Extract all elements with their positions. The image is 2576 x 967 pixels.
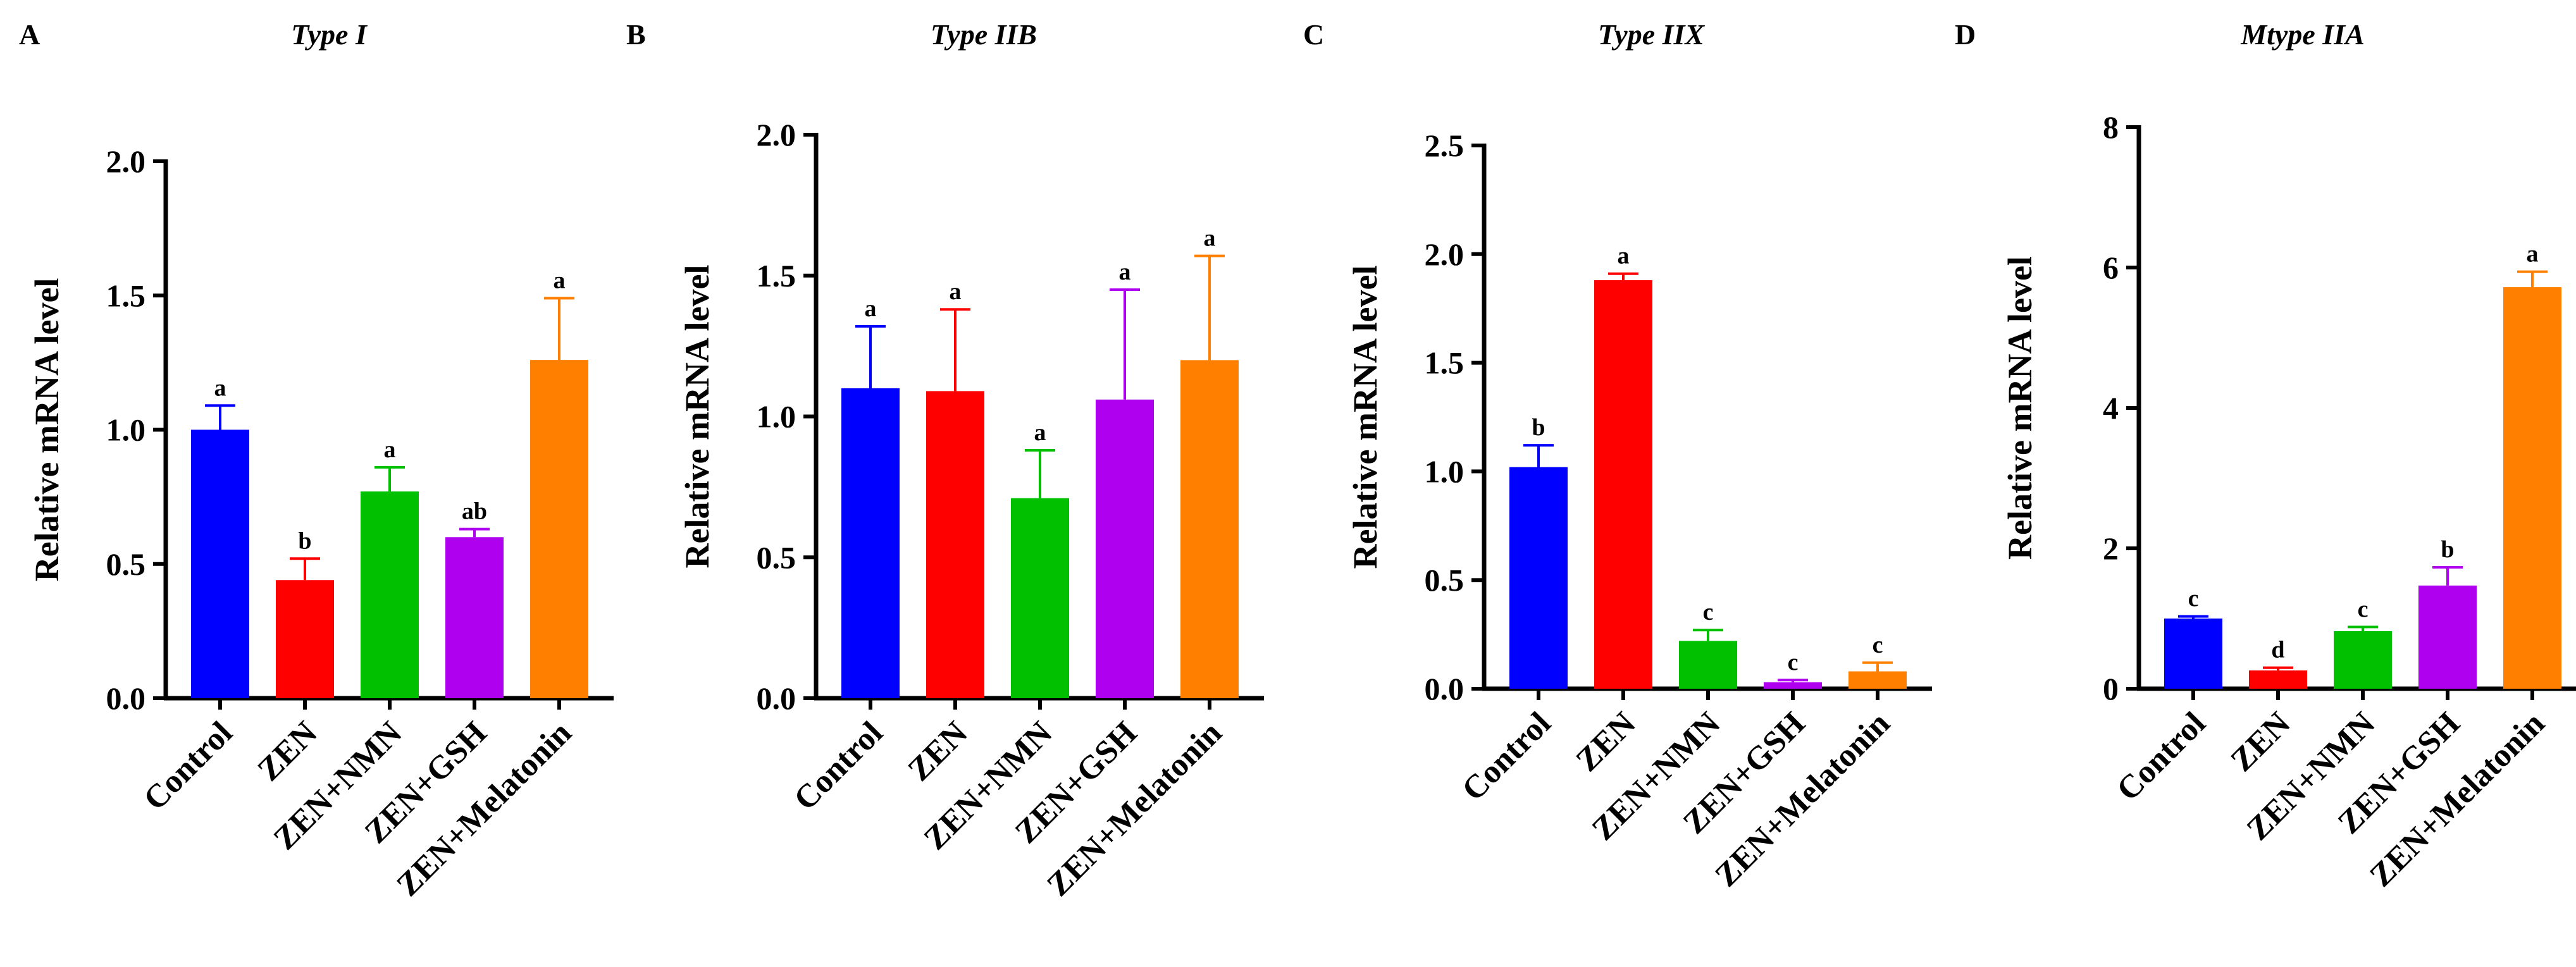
y-tick-label: 1.5: [757, 258, 796, 293]
panel-d: D Mtype IIA Relative mRNA level 0 2 4 6 8 c Contr…: [1955, 18, 2576, 894]
y-tick-label: 6: [2103, 250, 2119, 285]
category-label: Control: [1455, 705, 1557, 808]
category-label: ZEN: [901, 715, 975, 788]
y-tick-label: 1.0: [757, 399, 796, 434]
significance-label: a: [1119, 259, 1131, 285]
panel-title: Type I: [291, 18, 368, 51]
bar-zen: [1594, 280, 1652, 689]
significance-label: a: [384, 436, 396, 463]
y-axis-label: Relative mRNA level: [678, 265, 716, 569]
y-tick-label: 0.5: [1425, 562, 1464, 598]
category-label: ZEN: [251, 715, 325, 788]
y-tick-label: 2.0: [106, 144, 146, 179]
category-label: Control: [787, 715, 889, 817]
significance-label: a: [214, 374, 226, 401]
bar-control: [841, 388, 900, 698]
y-tick-label: 8: [2103, 109, 2119, 145]
y-tick-label: 1.0: [1425, 453, 1464, 489]
y-tick-label: 0.0: [1425, 671, 1464, 706]
y-tick-label: 0.5: [757, 539, 796, 575]
y-tick-label: 2.5: [1425, 128, 1464, 163]
y-tick-label: 1.5: [106, 278, 146, 313]
bar-zen: [926, 391, 984, 698]
bar-control: [191, 429, 249, 698]
bar-zen: [2249, 670, 2307, 689]
panel-letter: A: [19, 18, 40, 51]
bar-zen: [276, 580, 334, 698]
significance-label: a: [1204, 225, 1216, 252]
y-axis-label: Relative mRNA level: [28, 278, 66, 582]
significance-label: b: [298, 527, 311, 554]
panel-title: Mtype IIA: [2240, 18, 2365, 51]
panel-letter: B: [626, 18, 646, 51]
category-label: ZEN: [2224, 705, 2298, 779]
significance-label: a: [865, 295, 877, 322]
significance-label: a: [1618, 243, 1630, 269]
bar-zen-nmn: [1679, 641, 1737, 689]
panel-letter: C: [1303, 18, 1324, 51]
bar-zen-gsh: [1096, 399, 1154, 698]
y-tick-label: 2.0: [757, 117, 796, 152]
panel-a: A Type I Relative mRNA level 0.0 0.5 1.0 1.5 2.…: [19, 18, 614, 903]
panel-letter: D: [1955, 18, 1976, 51]
panel-c: C Type IIX Relative mRNA level 0.0 0.5 1.0 1.5…: [1303, 18, 1932, 894]
significance-label: b: [2441, 536, 2454, 563]
y-tick-label: 0.5: [106, 546, 146, 582]
significance-label: c: [2358, 596, 2369, 622]
bar-zen-gsh: [445, 537, 504, 698]
y-axis-label: Relative mRNA level: [1346, 266, 1384, 569]
significance-label: a: [554, 267, 566, 293]
category-label: Control: [2110, 705, 2212, 808]
y-tick-label: 0: [2103, 671, 2119, 706]
y-tick-label: 2.0: [1425, 237, 1464, 272]
y-tick-label: 1.5: [1425, 345, 1464, 381]
panel-b: B Type IIB Relative mRNA level 0.0 0.5 1.0 1.5…: [626, 18, 1264, 903]
significance-label: d: [2271, 637, 2284, 663]
y-tick-label: 0.0: [757, 681, 796, 716]
bar-control: [1509, 467, 1568, 689]
significance-label: a: [2527, 241, 2539, 268]
significance-label: c: [1703, 599, 1714, 625]
bar-zen-melatonin: [1848, 671, 1907, 689]
y-axis-label: Relative mRNA level: [2001, 256, 2039, 560]
y-tick-label: 0.0: [106, 681, 146, 716]
bar-zen-melatonin: [2503, 287, 2561, 689]
bar-control: [2164, 619, 2222, 689]
significance-label: b: [1532, 414, 1545, 441]
significance-label: c: [1873, 632, 1883, 658]
significance-label: ab: [462, 498, 487, 525]
y-tick-label: 4: [2103, 390, 2119, 426]
y-tick-label: 1.0: [106, 412, 146, 448]
bar-zen-nmn: [361, 491, 419, 698]
y-tick-label: 2: [2103, 531, 2119, 566]
bar-zen-nmn: [2334, 631, 2392, 689]
bar-zen-melatonin: [530, 360, 588, 698]
panel-title: Type IIX: [1598, 18, 1706, 51]
category-label: Control: [137, 715, 239, 817]
significance-label: c: [1788, 649, 1799, 675]
significance-label: a: [1034, 419, 1046, 446]
bar-zen-nmn: [1011, 498, 1069, 698]
bar-zen-gsh: [2418, 585, 2477, 689]
category-label: ZEN: [1570, 705, 1643, 779]
bar-zen-gsh: [1764, 682, 1822, 689]
significance-label: c: [2188, 586, 2199, 612]
panel-title: Type IIB: [931, 18, 1037, 51]
significance-label: a: [950, 278, 962, 305]
bar-zen-melatonin: [1180, 360, 1239, 698]
